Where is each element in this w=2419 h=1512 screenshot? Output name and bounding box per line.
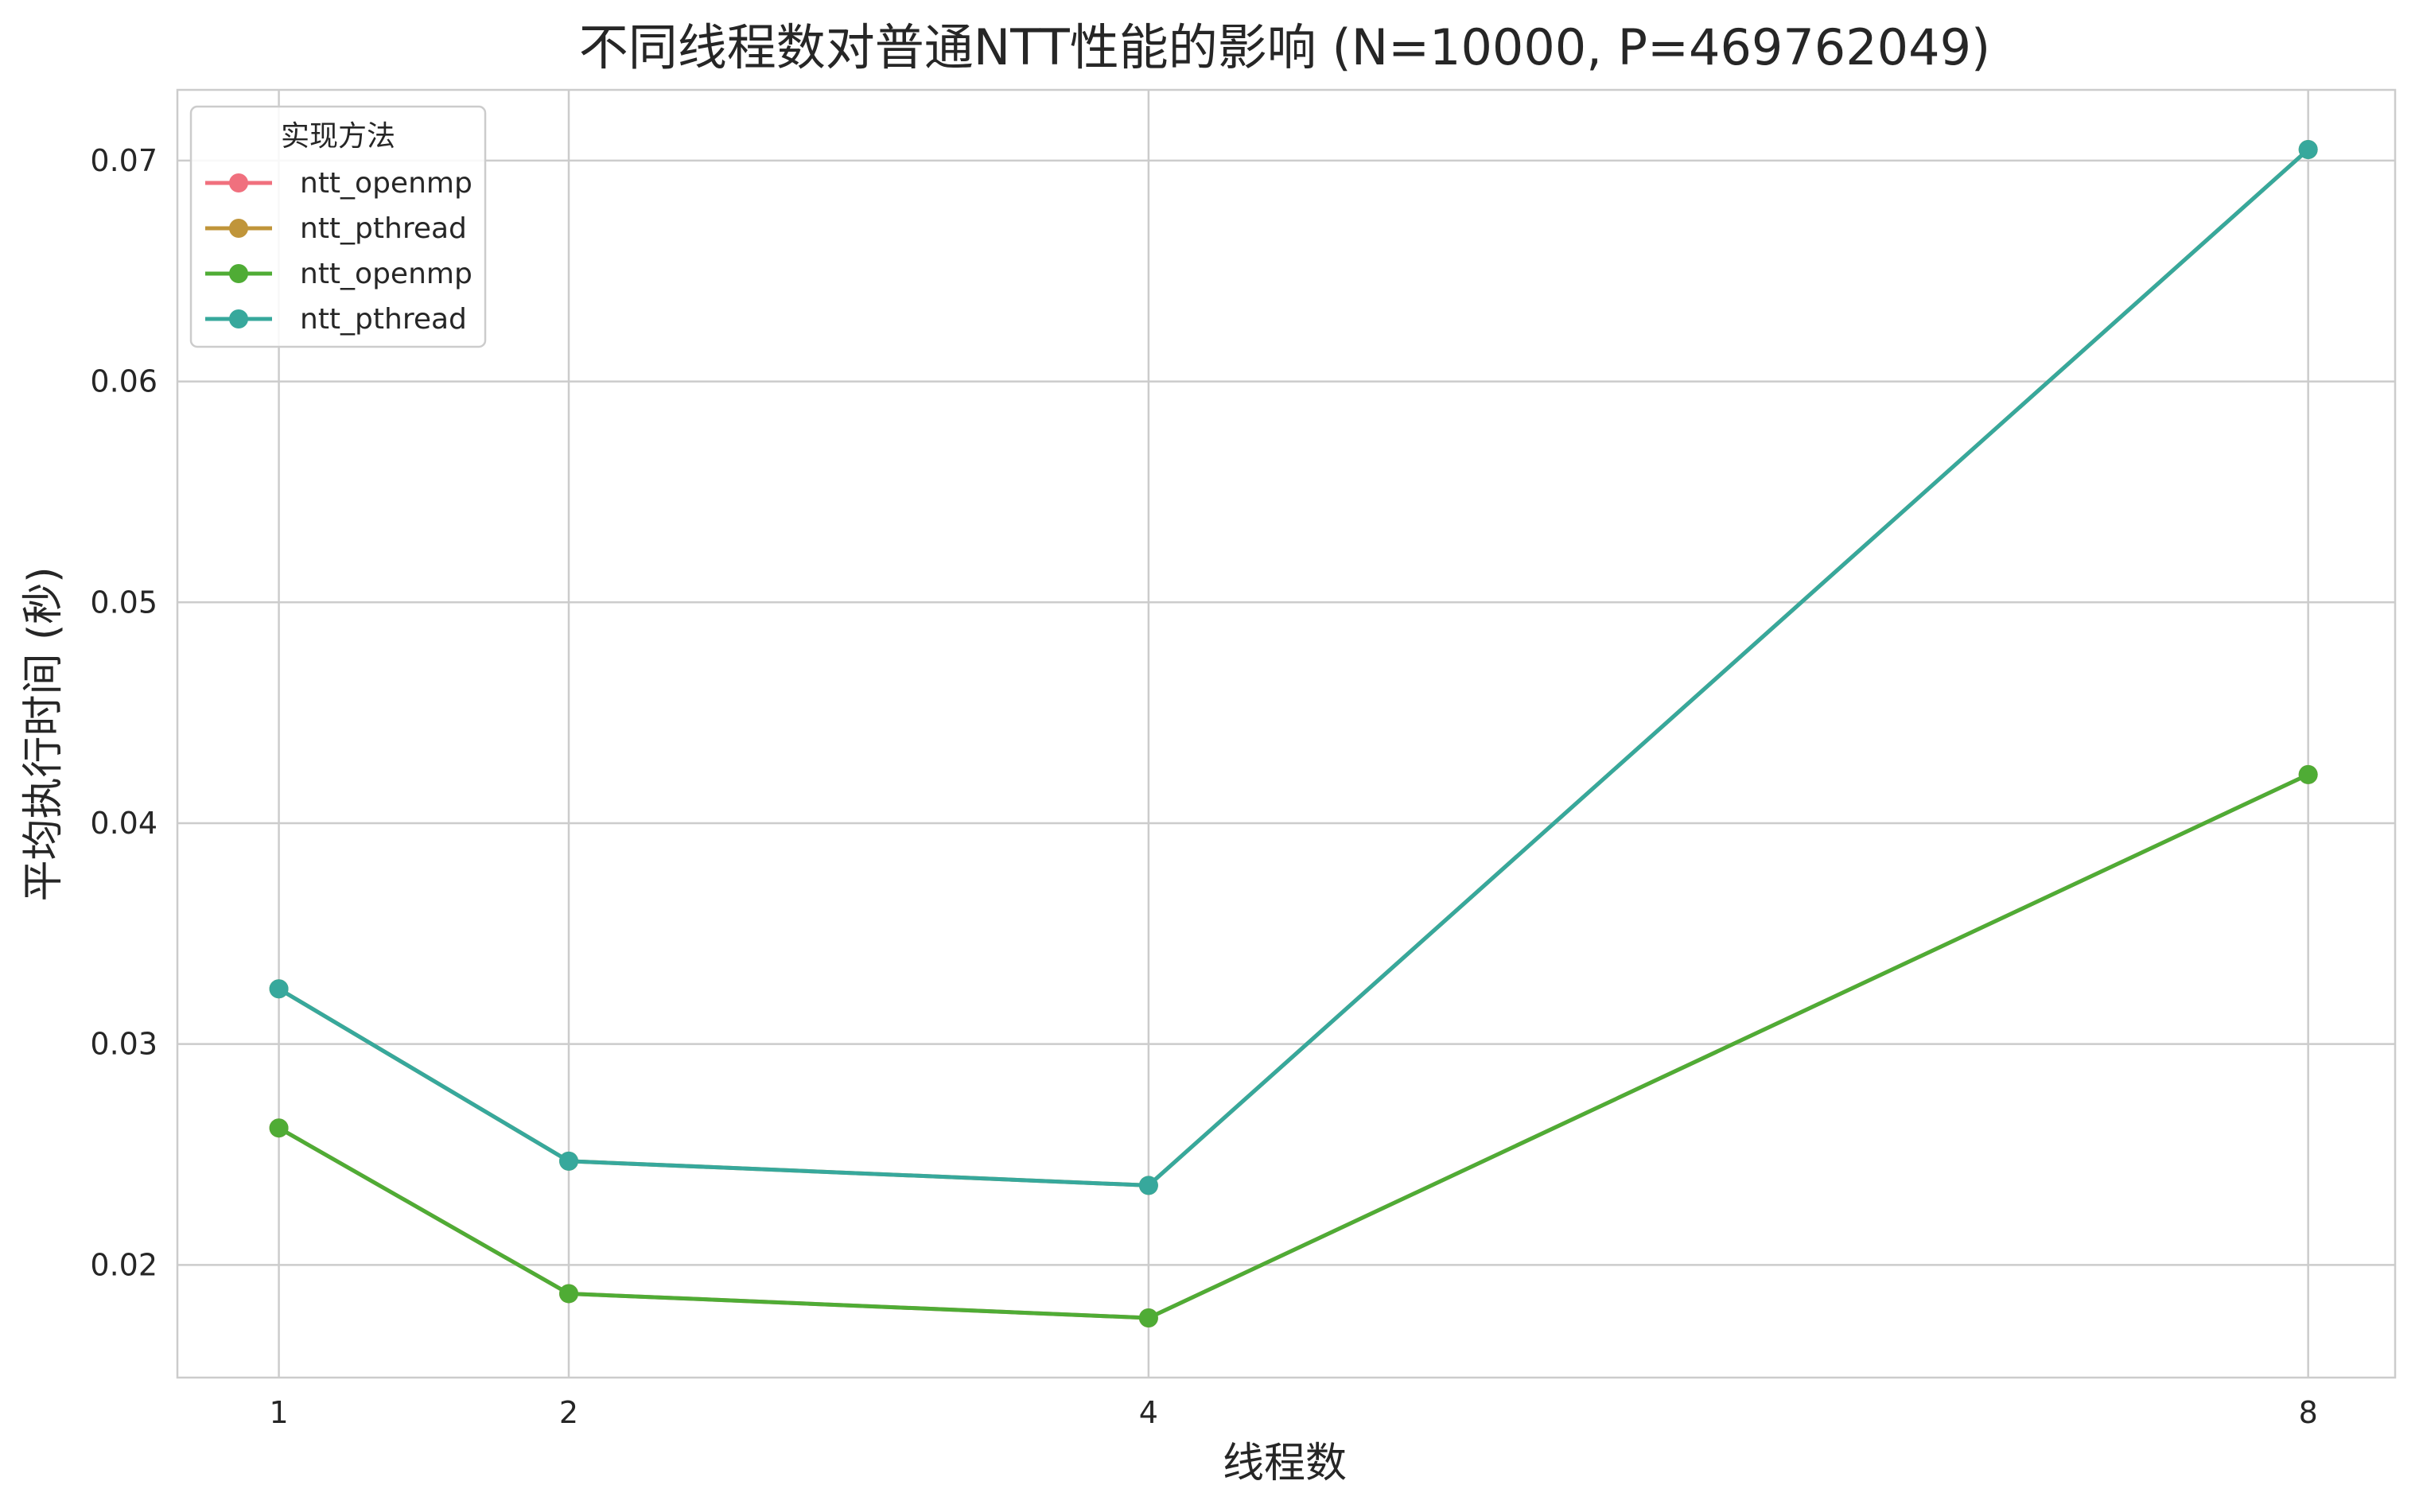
- series-4: [269, 139, 2318, 1195]
- legend-label: ntt_pthread: [300, 303, 467, 336]
- legend-box: [189, 105, 487, 348]
- data-point: [1138, 1176, 1158, 1195]
- y-tick-label: 0.07: [90, 143, 158, 178]
- legend-items: ntt_openmp ntt_pthread ntt_openmp ntt_pthre…: [205, 167, 473, 336]
- x-axis-label: 线程数: [1223, 1440, 1347, 1487]
- series-lines: [269, 139, 2318, 1328]
- legend-item: ntt_pthread: [205, 212, 467, 245]
- legend: 实现方法 ntt_openmpntt_pthreadntt_openmpntt_…: [189, 105, 487, 348]
- series-line: [277, 772, 2311, 1320]
- data-point: [1138, 1308, 1158, 1328]
- chart-title: 不同线程数对普通NTT性能的影响 (N=10000, P=469762049): [579, 18, 1990, 76]
- legend-item: ntt_openmp: [205, 167, 473, 200]
- y-axis-label: 平均执行时间 (秒): [20, 566, 68, 901]
- data-point: [269, 1118, 289, 1138]
- data-point: [2298, 764, 2318, 784]
- legend-item: ntt_pthread: [205, 303, 467, 336]
- x-axis-ticks: 1 2 4 8: [269, 1395, 2317, 1430]
- x-tick-label: 4: [1139, 1395, 1158, 1430]
- legend-swatch-marker: [229, 173, 248, 192]
- data-point: [559, 1284, 578, 1304]
- x-tick-label: 8: [2299, 1395, 2318, 1430]
- y-tick-label: 0.02: [90, 1247, 158, 1282]
- legend-swatch-marker: [229, 309, 248, 328]
- y-axis-ticks: 0.02 0.03 0.04 0.05 0.06 0.07: [90, 143, 158, 1283]
- legend-item: ntt_openmp: [205, 258, 473, 290]
- series-line: [277, 147, 2311, 1187]
- legend-swatch-marker: [229, 264, 248, 283]
- x-tick-label: 1: [269, 1395, 288, 1430]
- legend-label: ntt_pthread: [300, 212, 467, 245]
- grid-lines: [177, 90, 2395, 1378]
- y-tick-label: 0.05: [90, 585, 158, 620]
- series-3: [269, 764, 2318, 1328]
- y-tick-label: 0.06: [90, 364, 158, 399]
- data-point: [2298, 139, 2318, 159]
- data-point: [559, 1151, 578, 1171]
- y-tick-label: 0.03: [90, 1027, 158, 1062]
- legend-label: ntt_openmp: [300, 258, 473, 290]
- legend-swatch-marker: [229, 219, 248, 238]
- legend-title: 实现方法: [281, 120, 395, 153]
- y-tick-label: 0.04: [90, 806, 158, 841]
- x-tick-label: 2: [559, 1395, 578, 1430]
- data-point: [269, 979, 289, 999]
- legend-label: ntt_openmp: [300, 167, 473, 200]
- plot-area-frame: [176, 88, 2397, 1379]
